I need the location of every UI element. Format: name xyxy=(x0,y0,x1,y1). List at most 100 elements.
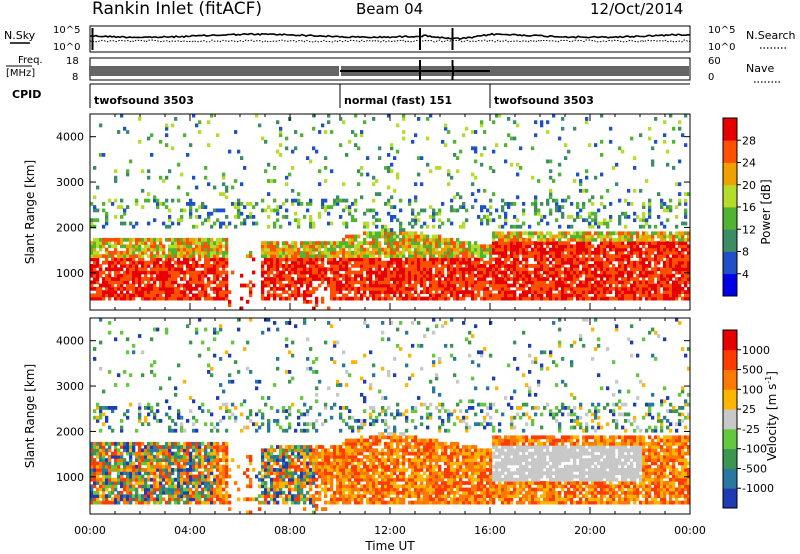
heatmap-cell xyxy=(213,257,217,262)
heatmap-cell xyxy=(135,244,139,249)
heatmap-cell xyxy=(513,277,517,281)
heatmap-cell xyxy=(153,237,157,242)
heatmap-cell xyxy=(336,195,340,200)
heatmap-cell xyxy=(291,166,295,170)
heatmap-cell xyxy=(168,477,172,482)
heatmap-cell xyxy=(432,224,436,229)
heatmap-cell xyxy=(492,218,496,223)
heatmap-cell xyxy=(132,273,136,278)
heatmap-cell xyxy=(564,257,568,262)
heatmap-cell xyxy=(438,234,442,239)
heatmap-cell xyxy=(579,296,583,301)
heatmap-cell xyxy=(678,257,682,262)
heatmap-cell xyxy=(360,296,364,301)
heatmap-cell xyxy=(594,293,598,298)
heatmap-cell xyxy=(318,270,322,275)
heatmap-cell xyxy=(423,277,427,281)
heatmap-cell xyxy=(114,198,118,203)
heatmap-cell xyxy=(150,277,154,281)
heatmap-cell xyxy=(123,494,127,498)
heatmap-cell xyxy=(426,270,430,275)
heatmap-cell xyxy=(561,198,565,203)
heatmap-cell xyxy=(219,264,223,268)
heatmap-cell xyxy=(282,277,286,281)
heatmap-cell xyxy=(387,237,391,242)
heatmap-cell xyxy=(375,211,379,216)
heatmap-cell xyxy=(135,451,139,456)
heatmap-cell xyxy=(534,254,538,258)
heatmap-cell xyxy=(489,296,493,301)
heatmap-cell xyxy=(114,484,118,489)
heatmap-cell xyxy=(621,270,625,275)
heatmap-cell xyxy=(597,254,601,258)
heatmap-cell xyxy=(120,468,124,472)
heatmap-cell xyxy=(159,458,163,462)
heatmap-cell xyxy=(585,286,589,291)
heatmap-cell xyxy=(507,254,511,258)
heatmap-cell xyxy=(396,286,400,291)
heatmap-cell xyxy=(99,464,103,469)
heatmap-cell xyxy=(531,175,535,180)
heatmap-cell xyxy=(156,260,160,265)
heatmap-cell xyxy=(618,290,622,294)
heatmap-cell xyxy=(102,280,106,285)
heatmap-cell xyxy=(162,451,166,456)
heatmap-cell xyxy=(534,195,538,200)
heatmap-cell xyxy=(423,283,427,288)
heatmap-cell xyxy=(468,260,472,265)
heatmap-cell xyxy=(117,260,121,265)
heatmap-cell xyxy=(90,500,94,505)
heatmap-cell xyxy=(435,211,439,216)
heatmap-cell xyxy=(312,250,316,255)
heatmap-cell xyxy=(129,402,133,407)
heatmap-cell xyxy=(186,202,190,206)
heatmap-cell xyxy=(360,133,364,138)
heatmap-cell xyxy=(576,215,580,219)
heatmap-cell xyxy=(636,286,640,291)
heatmap-cell xyxy=(273,250,277,255)
heatmap-cell xyxy=(555,202,559,206)
heatmap-cell xyxy=(660,254,664,258)
heatmap-cell xyxy=(663,133,667,138)
heatmap-cell xyxy=(120,419,124,423)
heatmap-cell xyxy=(135,441,139,446)
heatmap-cell xyxy=(672,267,676,272)
heatmap-cell xyxy=(207,296,211,301)
heatmap-cell xyxy=(486,247,490,252)
heatmap-cell xyxy=(90,471,94,476)
heatmap-cell xyxy=(441,260,445,265)
heatmap-cell xyxy=(633,267,637,272)
heatmap-cell xyxy=(495,264,499,268)
heatmap-cell xyxy=(387,244,391,249)
heatmap-cell xyxy=(438,224,442,229)
heatmap-cell xyxy=(159,500,163,505)
heatmap-cell xyxy=(291,247,295,252)
heatmap-cell xyxy=(621,273,625,278)
heatmap-cell xyxy=(93,448,97,453)
heatmap-cell xyxy=(564,198,568,203)
heatmap-cell xyxy=(657,260,661,265)
heatmap-cell xyxy=(501,234,505,239)
heatmap-cell xyxy=(426,117,430,121)
heatmap-cell xyxy=(522,208,526,213)
heatmap-cell xyxy=(666,244,670,249)
heatmap-cell xyxy=(576,290,580,294)
heatmap-cell xyxy=(120,244,124,249)
heatmap-cell xyxy=(360,270,364,275)
heatmap-cell xyxy=(96,406,100,410)
heatmap-cell xyxy=(93,166,97,170)
heatmap-cell xyxy=(366,254,370,258)
heatmap-cell xyxy=(150,454,154,459)
heatmap-cell xyxy=(363,250,367,255)
heatmap-cell xyxy=(276,280,280,285)
heatmap-cell xyxy=(174,244,178,249)
heatmap-cell xyxy=(456,241,460,245)
heatmap-cell xyxy=(474,296,478,301)
heatmap-cell xyxy=(684,296,688,301)
heatmap-cell xyxy=(675,254,679,258)
heatmap-cell xyxy=(381,270,385,275)
heatmap-cell xyxy=(351,250,355,255)
heatmap-cell xyxy=(324,247,328,252)
heatmap-cell xyxy=(375,237,379,242)
heatmap-cell xyxy=(342,286,346,291)
